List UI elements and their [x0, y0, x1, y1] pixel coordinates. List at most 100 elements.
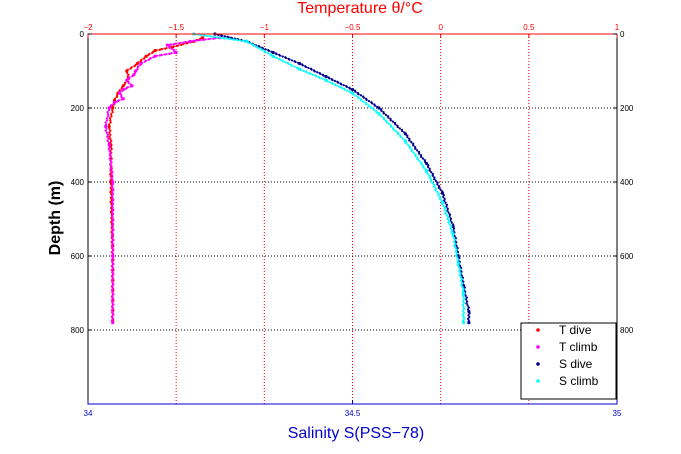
trace-dot: [454, 246, 457, 249]
trace-dot: [213, 35, 216, 39]
data-point: [424, 161, 429, 166]
trace-dot: [422, 164, 425, 168]
trace-dot: [110, 214, 113, 218]
trace-dot: [465, 302, 468, 305]
trace-dot: [444, 210, 448, 213]
series-line: [105, 37, 221, 323]
trace-dot: [423, 159, 427, 162]
trace-dot: [110, 113, 113, 116]
trace-dot: [401, 137, 404, 140]
trace-dot: [343, 88, 346, 91]
trace-dot: [467, 306, 470, 309]
series-t-dive: [107, 36, 205, 323]
trace-dot: [419, 154, 423, 157]
trace-dot: [278, 58, 281, 61]
trace-dot: [412, 144, 415, 147]
trace-dot: [109, 155, 112, 158]
trace-dot: [436, 190, 439, 193]
trace-dot: [433, 183, 436, 186]
trace-dot: [108, 117, 112, 120]
data-point: [107, 143, 111, 147]
trace-dot: [111, 311, 114, 314]
trace-dot: [367, 99, 371, 103]
trace-dot: [325, 80, 329, 83]
trace-dot: [450, 221, 453, 224]
trace-dot: [365, 98, 368, 102]
trace-dot: [143, 60, 146, 63]
trace-dot: [108, 108, 111, 112]
trace-dot: [110, 202, 113, 206]
trace-dot: [109, 200, 112, 204]
legend-marker: [536, 328, 540, 332]
trace-dot: [127, 73, 130, 76]
trace-dot: [112, 218, 115, 222]
trace-dot: [111, 171, 114, 174]
data-point: [107, 124, 111, 129]
trace-dot: [111, 242, 115, 246]
trace-dot: [447, 211, 450, 214]
trace-dot: [370, 106, 373, 109]
trace-dot: [197, 39, 200, 42]
trace-dot: [287, 62, 290, 66]
legend-marker: [536, 362, 540, 366]
trace-dot: [223, 37, 226, 40]
series-s-dive: [213, 32, 471, 325]
trace-dot: [106, 133, 110, 136]
trace-dot: [110, 177, 113, 180]
trace-dot: [239, 39, 242, 42]
data-point: [111, 254, 115, 258]
salinity-tick-label: 35: [613, 409, 622, 418]
trace-dot: [133, 64, 136, 68]
trace-dot: [111, 277, 115, 280]
trace-dot: [389, 119, 392, 122]
trace-dot: [380, 109, 383, 112]
trace-dot: [121, 89, 124, 92]
series-layer: [104, 32, 471, 325]
gridlines: [88, 34, 617, 404]
trace-dot: [418, 150, 421, 154]
series-line: [108, 37, 203, 321]
trace-dot: [164, 47, 167, 50]
trace-dot: [110, 188, 113, 192]
trace-dot: [110, 234, 113, 238]
trace-dot: [294, 60, 297, 64]
trace-dot: [111, 291, 114, 294]
trace-dot: [444, 212, 447, 215]
trace-dot: [359, 99, 363, 102]
depth-tick-label-right: 400: [620, 178, 634, 187]
trace-dot: [463, 297, 466, 301]
trace-dot: [216, 36, 219, 39]
trace-dot: [313, 70, 316, 73]
trace-dot: [106, 111, 109, 114]
trace-dot: [111, 192, 115, 196]
trace-dot: [163, 53, 167, 56]
series-s-climb: [192, 32, 466, 325]
trace-dot: [110, 139, 113, 142]
depth-tick-label-right: 200: [620, 104, 634, 113]
data-point: [107, 106, 111, 110]
trace-dot: [106, 113, 110, 116]
trace-dot: [252, 44, 255, 47]
trace-dot: [105, 131, 108, 134]
trace-dot: [422, 166, 425, 169]
trace-dot: [211, 37, 215, 40]
trace-dot: [452, 240, 456, 243]
trace-dot: [410, 141, 413, 144]
legend: T dive T climb S dive S climb: [520, 322, 617, 400]
trace-dot: [373, 104, 376, 107]
trace-dot: [387, 116, 390, 119]
trace-dot: [131, 74, 134, 78]
trace-dot: [340, 83, 343, 86]
data-point: [104, 124, 108, 129]
trace-dot: [109, 151, 112, 154]
trace-dot: [111, 281, 114, 284]
trace-dot: [414, 153, 417, 156]
trace-dot: [111, 295, 114, 298]
trace-dot: [448, 223, 451, 226]
trace-dot: [346, 89, 349, 92]
trace-dot: [456, 264, 459, 267]
trace-dot: [462, 315, 465, 318]
trace-dot: [107, 147, 110, 150]
trace-dot: [431, 172, 435, 176]
trace-dot: [431, 182, 434, 185]
